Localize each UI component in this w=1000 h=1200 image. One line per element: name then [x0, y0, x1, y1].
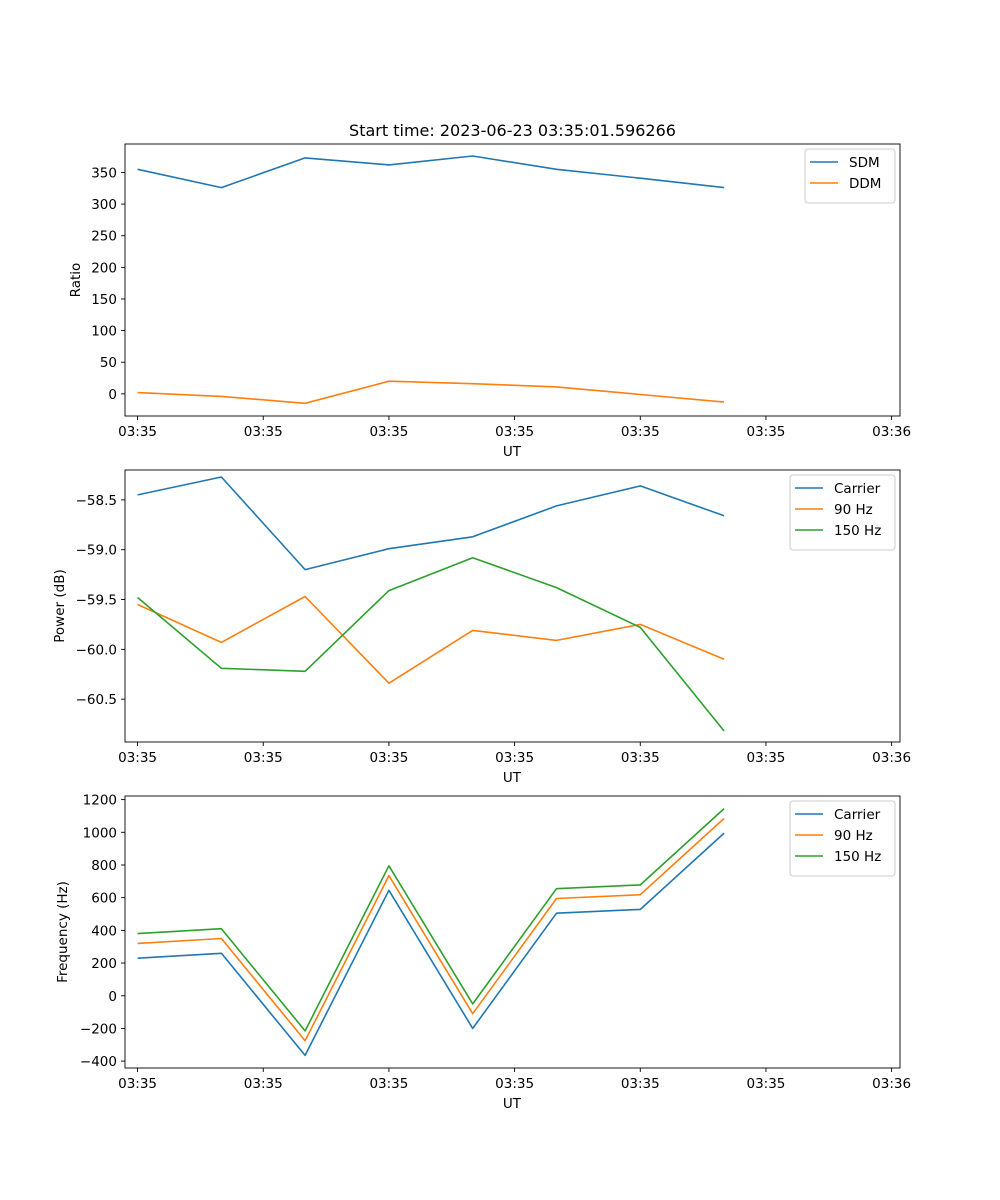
legend-label: 150 Hz: [834, 849, 881, 865]
figure-title: Start time: 2023-06-23 03:35:01.596266: [349, 121, 676, 140]
y-tick-label: −59.0: [76, 543, 117, 559]
x-tick-label: 03:35: [244, 424, 283, 440]
axes-frame: [124, 143, 901, 417]
legend-label: Carrier: [834, 481, 881, 497]
x-tick-label: 03:35: [495, 750, 534, 766]
series-line-90-hz: [137, 595, 725, 685]
legend-label: 90 Hz: [834, 828, 873, 844]
y-tick-label: 200: [91, 956, 117, 972]
legend-label: DDM: [849, 176, 881, 192]
series-line-150-hz: [137, 808, 725, 1032]
x-tick-label: 03:35: [118, 424, 157, 440]
x-tick-label: 03:36: [872, 424, 911, 440]
y-tick-label: 0: [108, 989, 117, 1005]
series-line-carrier: [137, 832, 725, 1057]
series-line-150-hz: [137, 556, 725, 732]
y-tick-label: 100: [91, 324, 117, 340]
legend-box: [789, 800, 896, 877]
y-tick-label: −400: [80, 1054, 117, 1070]
legend: SDM DDM: [804, 148, 896, 204]
x-tick-label: 03:35: [621, 1076, 660, 1092]
y-tick-label: −59.5: [76, 593, 117, 609]
x-tick-label: 03:35: [746, 1076, 785, 1092]
y-tick-label: −60.5: [76, 692, 117, 708]
x-tick-label: 03:35: [369, 750, 408, 766]
series-line-ddm: [137, 380, 725, 405]
y-tick-label: 1200: [83, 793, 117, 809]
y-tick-label: 300: [91, 197, 117, 213]
series-line-sdm: [137, 155, 725, 189]
x-tick-label: 03:35: [621, 424, 660, 440]
x-tick-label: 03:35: [369, 424, 408, 440]
x-axis-label: UT: [503, 1096, 522, 1112]
y-tick-label: 50: [100, 355, 117, 371]
subplot-1: 03:35 03:35 03:35 03:35 03:35 03:35 03:36 0 50 10…: [68, 143, 911, 460]
legend-box: [789, 474, 896, 551]
y-tick-label: −60.0: [76, 642, 117, 658]
x-axis-label: UT: [503, 444, 522, 460]
x-tick-label: 03:36: [872, 1076, 911, 1092]
y-tick-label: 150: [91, 292, 117, 308]
y-tick-label: 1000: [83, 825, 117, 841]
y-tick-label: 400: [91, 923, 117, 939]
x-tick-label: 03:35: [746, 750, 785, 766]
x-tick-label: 03:35: [621, 750, 660, 766]
axes-frame: [124, 795, 901, 1069]
y-axis-label: Frequency (Hz): [55, 881, 71, 983]
x-axis-label: UT: [503, 770, 522, 786]
legend-label: 90 Hz: [834, 502, 873, 518]
series-line-carrier: [137, 476, 725, 571]
legend-label: SDM: [849, 155, 880, 171]
x-tick-label: 03:35: [495, 1076, 534, 1092]
series-line-90-hz: [137, 817, 725, 1042]
legend-label: 150 Hz: [834, 523, 881, 539]
legend: Carrier 90 Hz 150 Hz: [789, 474, 896, 551]
y-tick-label: −58.5: [76, 493, 117, 509]
legend-label: Carrier: [834, 807, 881, 823]
x-tick-label: 03:35: [244, 750, 283, 766]
subplots: 03:35 03:35 03:35 03:35 03:35 03:35 03:36 0 50 10…: [52, 143, 911, 1112]
subplot-3: 03:35 03:35 03:35 03:35 03:35 03:35 03:36 −400 −…: [55, 793, 911, 1112]
y-tick-label: 200: [91, 260, 117, 276]
x-tick-label: 03:35: [495, 424, 534, 440]
x-tick-label: 03:35: [746, 424, 785, 440]
x-tick-label: 03:35: [118, 1076, 157, 1092]
y-tick-label: 600: [91, 891, 117, 907]
x-tick-label: 03:36: [872, 750, 911, 766]
y-tick-label: 250: [91, 229, 117, 245]
y-axis-label: Ratio: [68, 263, 84, 298]
x-tick-label: 03:35: [118, 750, 157, 766]
x-tick-label: 03:35: [244, 1076, 283, 1092]
y-axis-label: Power (dB): [52, 569, 68, 642]
legend: Carrier 90 Hz 150 Hz: [789, 800, 896, 877]
x-tick-label: 03:35: [369, 1076, 408, 1092]
axes-frame: [124, 469, 901, 743]
subplot-2: 03:35 03:35 03:35 03:35 03:35 03:35 03:36 −60.5…: [52, 469, 911, 786]
y-tick-label: 800: [91, 858, 117, 874]
y-tick-label: 0: [108, 387, 117, 403]
y-tick-label: −200: [80, 1021, 117, 1037]
y-tick-label: 350: [91, 165, 117, 181]
